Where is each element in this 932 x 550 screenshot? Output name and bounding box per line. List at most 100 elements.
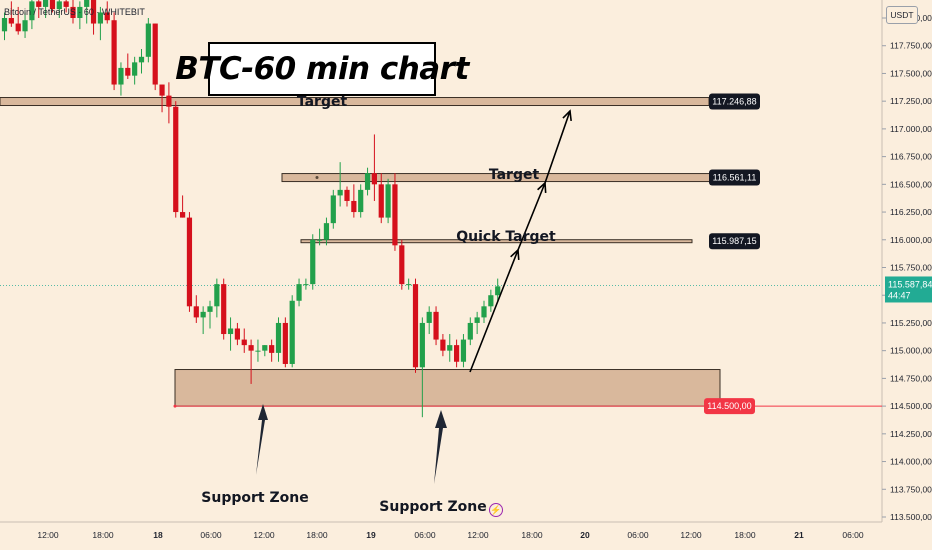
level-price-tag[interactable]: 116.561,11	[709, 169, 760, 186]
time-axis[interactable]: 12:00 18:00 18 06:00 12:00 18:00 19 06:00 12:00 1…	[37, 530, 864, 540]
candle[interactable]	[186, 212, 193, 312]
candle-body	[200, 311, 206, 318]
candle[interactable]	[275, 317, 282, 362]
candle[interactable]	[351, 184, 357, 218]
candle[interactable]	[49, 0, 56, 13]
candle[interactable]	[221, 278, 227, 340]
candle[interactable]	[282, 317, 288, 368]
price-axis[interactable]: 113.500,00 113.750,00 114.000,00 114.250,00…	[704, 13, 932, 522]
candle[interactable]	[241, 328, 247, 353]
candle[interactable]	[180, 195, 186, 218]
x-tick-label: 20	[580, 530, 590, 540]
candle[interactable]	[358, 184, 364, 218]
level-price-tag[interactable]: 117.246,88	[709, 93, 760, 110]
candle-body	[186, 217, 193, 307]
candle[interactable]	[317, 228, 323, 246]
level-price-tag[interactable]: 115.987,15	[709, 233, 760, 250]
candle[interactable]	[378, 173, 384, 224]
candle[interactable]	[412, 278, 419, 373]
candle[interactable]	[454, 339, 460, 368]
candle[interactable]	[426, 306, 432, 335]
candle[interactable]	[433, 306, 439, 346]
candle[interactable]	[193, 295, 199, 323]
candle[interactable]	[15, 6, 21, 35]
candle[interactable]	[145, 18, 151, 63]
candle-body	[248, 345, 254, 351]
lightning-icon[interactable]: ⚡	[489, 503, 503, 517]
candle[interactable]	[481, 300, 487, 323]
candles[interactable]	[1, 0, 501, 418]
candle[interactable]	[63, 0, 69, 13]
symbol-label[interactable]: Bitcoin / TetherUS · 60 · WHITEBIT	[4, 7, 145, 17]
candle[interactable]	[159, 84, 165, 113]
candle[interactable]	[337, 162, 343, 207]
candle[interactable]	[419, 317, 425, 418]
candle[interactable]	[173, 101, 179, 218]
currency-button[interactable]: USDT	[886, 6, 918, 24]
candle[interactable]	[56, 0, 62, 18]
candle[interactable]	[70, 0, 76, 24]
candle-body	[97, 12, 103, 24]
y-tick-label: 117.500,00	[890, 68, 932, 78]
candle-body	[364, 173, 371, 190]
candle[interactable]	[227, 317, 234, 351]
candle[interactable]	[97, 6, 103, 41]
candle[interactable]	[152, 23, 158, 91]
candle[interactable]	[495, 278, 501, 301]
candle[interactable]	[90, 0, 97, 35]
candle[interactable]	[310, 234, 316, 290]
candle-body	[344, 189, 350, 201]
candle[interactable]	[132, 56, 138, 85]
candle[interactable]	[296, 278, 302, 307]
candle[interactable]	[1, 12, 8, 41]
candle[interactable]	[200, 306, 206, 335]
candle[interactable]	[234, 322, 240, 346]
candle[interactable]	[440, 334, 446, 357]
candle[interactable]	[29, 0, 35, 30]
candle[interactable]	[303, 278, 309, 290]
candle-body	[406, 284, 412, 286]
candle[interactable]	[166, 82, 172, 124]
candle[interactable]	[289, 295, 295, 368]
candle[interactable]	[371, 134, 377, 201]
candle[interactable]	[118, 62, 124, 96]
candle-body	[399, 245, 405, 285]
candle[interactable]	[385, 178, 391, 224]
candle[interactable]	[467, 317, 473, 346]
candle[interactable]	[399, 239, 405, 290]
candle[interactable]	[138, 49, 145, 74]
candle[interactable]	[111, 12, 117, 91]
candle[interactable]	[248, 339, 254, 384]
candle[interactable]	[269, 339, 275, 362]
candle[interactable]	[207, 300, 213, 329]
candle-body	[145, 23, 151, 57]
candle[interactable]	[43, 0, 49, 18]
candle[interactable]	[125, 53, 131, 79]
candle[interactable]	[488, 289, 494, 312]
arrowhead-target-top	[562, 109, 572, 122]
level-tag-text: 117.246,88	[712, 97, 756, 107]
support-price-tag[interactable]: 114.500,00	[704, 398, 755, 415]
candle-body	[282, 322, 288, 364]
candle[interactable]	[77, 1, 83, 30]
candle[interactable]	[84, 0, 90, 24]
candle[interactable]	[36, 0, 42, 18]
candle[interactable]	[364, 167, 371, 196]
candle[interactable]	[255, 339, 261, 362]
candle[interactable]	[323, 217, 330, 246]
candle[interactable]	[8, 1, 14, 27]
candle[interactable]	[344, 186, 350, 207]
candle[interactable]	[214, 278, 220, 318]
candle[interactable]	[447, 334, 453, 362]
candle-body	[310, 239, 316, 285]
candle[interactable]	[22, 12, 28, 38]
candle[interactable]	[392, 173, 398, 251]
candle[interactable]	[104, 1, 110, 24]
candle[interactable]	[460, 334, 467, 368]
candle[interactable]	[262, 345, 268, 357]
candle[interactable]	[474, 311, 480, 335]
candle[interactable]	[330, 189, 336, 229]
candle[interactable]	[406, 278, 412, 290]
